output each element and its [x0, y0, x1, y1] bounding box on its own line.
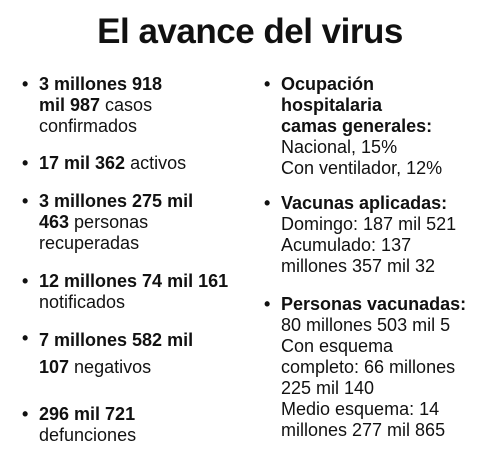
notificados-label: notificados — [39, 292, 126, 312]
negativos-value-2: 107 — [39, 357, 70, 377]
personas-medio-esquema-2: millones 277 mil 865 — [281, 420, 446, 440]
stat-personas-vacunadas: • Personas vacunadas: 80 millones 503 mi… — [264, 294, 466, 441]
stat-defunciones: • 296 mil 721 defunciones — [22, 404, 136, 446]
ocupacion-heading-2: hospitalaria — [281, 95, 383, 115]
page-title: El avance del virus — [97, 12, 403, 51]
casos-confirmados-label-1: casos — [100, 95, 153, 115]
casos-confirmados-value-1: 3 millones 918 — [39, 74, 163, 94]
vacunas-acumulado-1: Acumulado: 137 — [281, 235, 412, 255]
ocupacion-heading-1: Ocupación — [281, 74, 375, 94]
recuperados-value-1: 3 millones 275 mil — [39, 191, 194, 211]
recuperados-label-2: recuperadas — [39, 233, 140, 253]
personas-esquema-completo-2: completo: 66 millones — [281, 357, 456, 377]
recuperados-value-2: 463 — [39, 212, 70, 232]
bullet: • — [264, 74, 271, 94]
recuperados-label-1: personas — [69, 212, 149, 232]
casos-confirmados-label-2: confirmados — [39, 116, 138, 136]
bullet: • — [22, 328, 29, 348]
defunciones-label: defunciones — [39, 425, 137, 445]
vacunas-heading: Vacunas aplicadas: — [281, 193, 448, 213]
personas-esquema-completo-1: Con esquema — [281, 336, 394, 356]
negativos-value-1: 7 millones 582 mil — [39, 330, 194, 350]
bullet: • — [22, 153, 29, 173]
activos-value: 17 mil 362 — [39, 153, 126, 173]
casos-confirmados-value-2: mil 987 — [39, 95, 101, 115]
bullet: • — [264, 193, 271, 213]
personas-heading: Personas vacunadas: — [281, 294, 467, 314]
notificados-value: 12 millones 74 mil 161 — [39, 271, 229, 291]
ocupacion-heading-3: camas generales: — [281, 116, 433, 136]
stat-casos-confirmados: • 3 millones 918 mil 987 casos confirmad… — [22, 74, 162, 137]
bullet: • — [22, 74, 29, 94]
bullet: • — [22, 191, 29, 211]
ocupacion-ventilador: Con ventilador, 12% — [281, 158, 443, 178]
vacunas-acumulado-2: millones 357 mil 32 — [281, 256, 436, 276]
stat-negativos: • 7 millones 582 mil 107 negativos — [22, 328, 193, 379]
activos-label: activos — [125, 153, 187, 173]
vacunas-domingo: Domingo: 187 mil 521 — [281, 214, 457, 234]
bullet: • — [22, 404, 29, 424]
stat-activos: • 17 mil 362 activos — [22, 153, 186, 174]
stat-ocupacion-hospitalaria: • Ocupación hospitalaria camas generales… — [264, 74, 442, 179]
stat-vacunas-aplicadas: • Vacunas aplicadas: Domingo: 187 mil 52… — [264, 193, 456, 277]
defunciones-value: 296 mil 721 — [39, 404, 136, 424]
stat-notificados: • 12 millones 74 mil 161 notificados — [22, 271, 228, 313]
bullet: • — [22, 271, 29, 291]
personas-total: 80 millones 503 mil 5 — [281, 315, 451, 335]
ocupacion-nacional: Nacional, 15% — [281, 137, 398, 157]
negativos-label: negativos — [69, 357, 152, 377]
personas-medio-esquema-1: Medio esquema: 14 — [281, 399, 440, 419]
personas-esquema-completo-3: 225 mil 140 — [281, 378, 375, 398]
stat-recuperados: • 3 millones 275 mil 463 personas recupe… — [22, 191, 193, 254]
bullet: • — [264, 294, 271, 314]
